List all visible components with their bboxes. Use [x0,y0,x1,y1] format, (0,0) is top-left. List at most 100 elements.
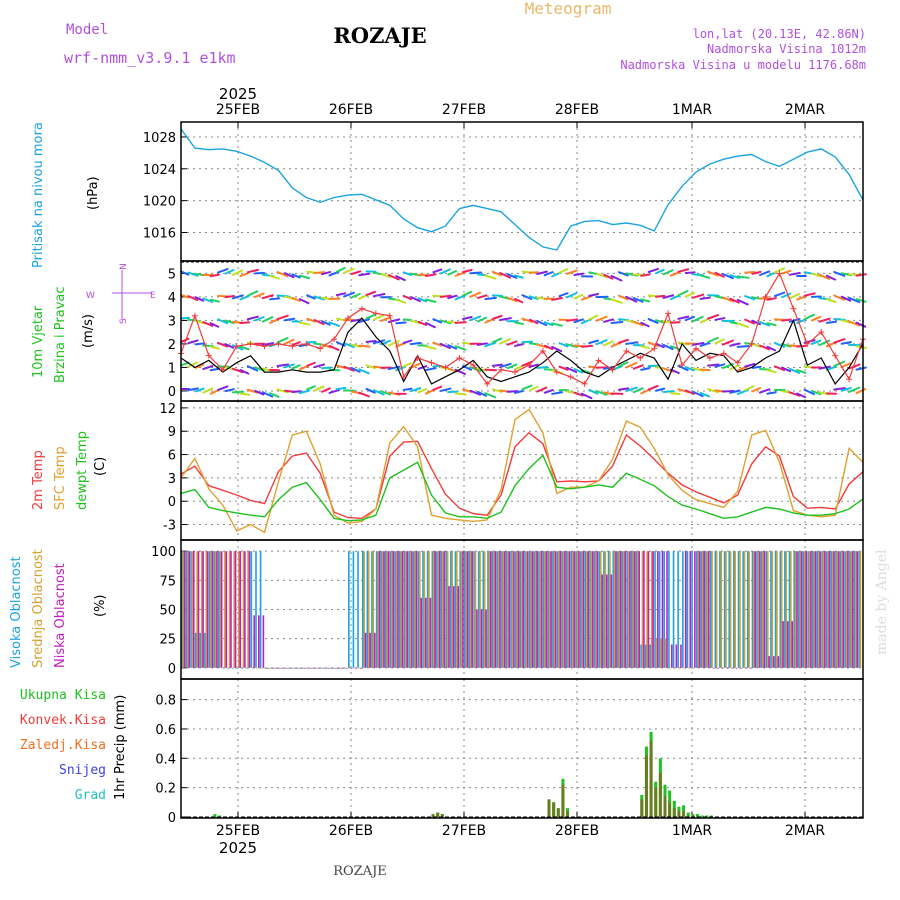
wind-barb [855,366,867,371]
wind-barb [803,388,815,396]
wind-barb [759,270,771,277]
wind-barb [224,294,236,299]
wind-barb [395,275,406,282]
wind-barb [410,341,422,346]
cloud-mid-bar [233,551,235,668]
cloud-low-bar [415,551,418,668]
wind-barb [424,367,437,372]
wind-barb [595,339,608,346]
wind-barb [484,274,497,280]
precip-ylabel: 1hr Precip (mm) [113,695,128,800]
cloud-low-bar [647,551,650,668]
cloud-low-bar [420,597,423,668]
cloud-mid-bar [609,551,611,668]
cloud-low-bar [796,551,798,668]
y-tick-label: 0 [168,385,176,400]
wind-barb [365,290,377,296]
wind-barb [499,338,512,345]
cloud-low-bar [508,551,511,668]
cloud-mid-bar [326,667,328,669]
wind-barb [766,391,777,395]
cloud-mid-bar [739,551,741,668]
wind-barb [410,296,421,303]
y-tick-label: 1028 [143,131,176,146]
wind-gust-marker [372,310,379,317]
wind-barb [625,361,638,369]
cloud-low-bar [833,551,835,668]
wind-barb [432,268,443,274]
compass-n: N [119,263,129,270]
cloud-high-bar [742,551,744,668]
y-tick-label: 4 [168,291,176,306]
cloud-high-bar [348,551,350,668]
wind-barb [402,294,413,301]
cloud-mid-bar [859,551,862,668]
cloud-high-bar [482,551,485,668]
cloud-low-bar [360,667,362,669]
wind-barb [796,392,807,399]
cloud-low-bar [670,644,673,668]
cloud-low-bar [271,667,274,669]
wind-barb [224,269,235,275]
cloud-high-bar [584,551,587,668]
temp-unit: (C) [93,457,108,476]
wind-barb [202,364,214,371]
wind-barb [669,392,681,396]
cloud-low-bar [490,551,492,668]
cloud-high-bar [496,551,499,668]
wind-barb [707,336,719,344]
wind-barb [692,390,704,398]
wind-barb [744,271,756,274]
cloud-mid-bar [251,667,254,669]
x-tick-label-top: 1MAR [672,102,713,118]
cloud-mid-bar [534,551,537,668]
wind-barb [499,317,512,322]
precip-conv-bar [682,811,686,817]
wind-barb [476,390,488,397]
wind-barb [603,318,614,323]
wind-barb [217,341,229,348]
wind-barb [632,364,644,370]
wind-barb [692,342,705,346]
cloud-low-bar [592,551,594,668]
cloud-high-bar [835,551,837,668]
wind-barb [551,345,563,353]
cloud-high-bar [756,551,758,668]
wind-barb [766,369,777,374]
wind-gust-marker [331,336,338,343]
wind-barb [432,341,443,347]
cloud-low-bar [350,667,353,669]
wind-barb [855,298,867,303]
wind-barb [781,366,792,373]
wind-gust-marker [539,347,546,354]
wind-barb [209,273,220,278]
wind-barb [180,361,190,367]
wind-gust-marker [651,345,658,352]
temp-sfc-line [180,408,864,534]
wind-barb [736,345,750,348]
wind-barb [491,314,503,320]
cloud-low-bar [596,551,599,668]
cloud-low-bar [684,551,687,668]
wind-barb [514,365,524,371]
wind-barb [632,320,644,327]
wind-barb [684,271,696,275]
temp-dewpt-line [180,454,864,522]
cloud-mid-bar [428,551,430,668]
cloud-mid-bar [558,551,560,668]
wind-barb [424,273,437,278]
wind-barb [313,363,326,369]
cloud-mid-bar [460,551,463,668]
wind-barb [810,339,822,345]
cloud-high-bar [733,551,735,668]
cloud-mid-bar [664,638,667,668]
wind-barb [521,294,533,300]
wind-barb [321,343,332,349]
wind-barb [402,339,413,344]
wind-barb [617,338,629,344]
wind-barb [261,294,274,300]
wind-barb [543,321,554,327]
wind-barb [335,292,347,297]
wind-gust-marker [428,359,435,366]
cloud-low-bar [262,615,265,668]
